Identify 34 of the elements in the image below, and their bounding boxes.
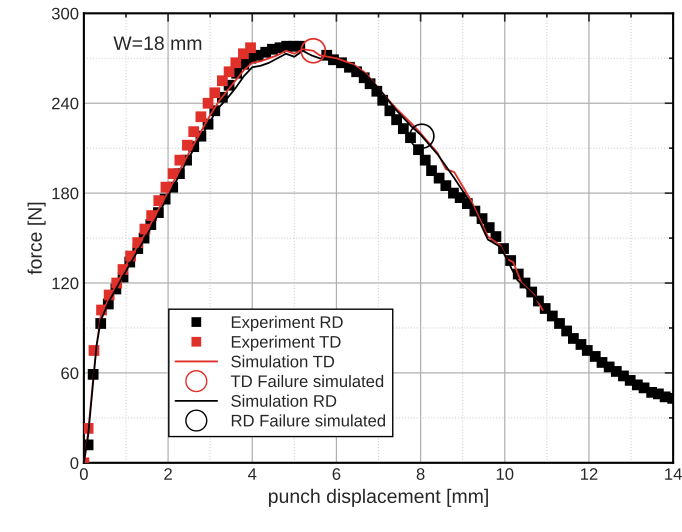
point — [409, 123, 435, 150]
legend-label: TD Failure simulated — [230, 374, 384, 388]
y-tick-label: 180 — [52, 188, 78, 200]
y-tick-label: 0 — [70, 457, 78, 470]
point — [188, 126, 200, 138]
y-axis-title: force [N] — [28, 202, 46, 275]
y-tick-label: 120 — [52, 277, 78, 290]
point — [216, 75, 228, 86]
x-tick-label: 4 — [248, 468, 256, 480]
point — [245, 42, 256, 54]
x-tick-label: 6 — [332, 468, 340, 480]
legend-label: RD Failure simulated — [232, 414, 386, 427]
x-tick-label: 12 — [580, 468, 598, 480]
x-tick-label: 8 — [416, 468, 425, 480]
point — [230, 57, 242, 68]
y-tick-label: 240 — [52, 98, 78, 110]
y-tick-label: 60 — [61, 367, 78, 380]
point — [300, 38, 326, 64]
x-axis-title: punch displacement [mm] — [268, 488, 488, 507]
legend-label: Simulation TD — [231, 355, 334, 368]
legend-label: Experiment RD — [232, 316, 343, 332]
legend-label: Simulation RD — [231, 394, 336, 407]
x-tick-label: 10 — [496, 468, 514, 480]
x-tick-label: 0 — [80, 468, 88, 480]
x-tick-label: 14 — [665, 468, 682, 480]
point — [196, 111, 206, 122]
y-tick-label: 300 — [52, 8, 78, 20]
point — [224, 66, 234, 78]
point — [209, 87, 220, 98]
annotation: W=18 mm — [113, 36, 202, 50]
point — [202, 98, 214, 109]
legend-label: Experiment TD — [232, 336, 341, 352]
point — [182, 140, 193, 151]
x-tick-label: 2 — [164, 468, 172, 480]
